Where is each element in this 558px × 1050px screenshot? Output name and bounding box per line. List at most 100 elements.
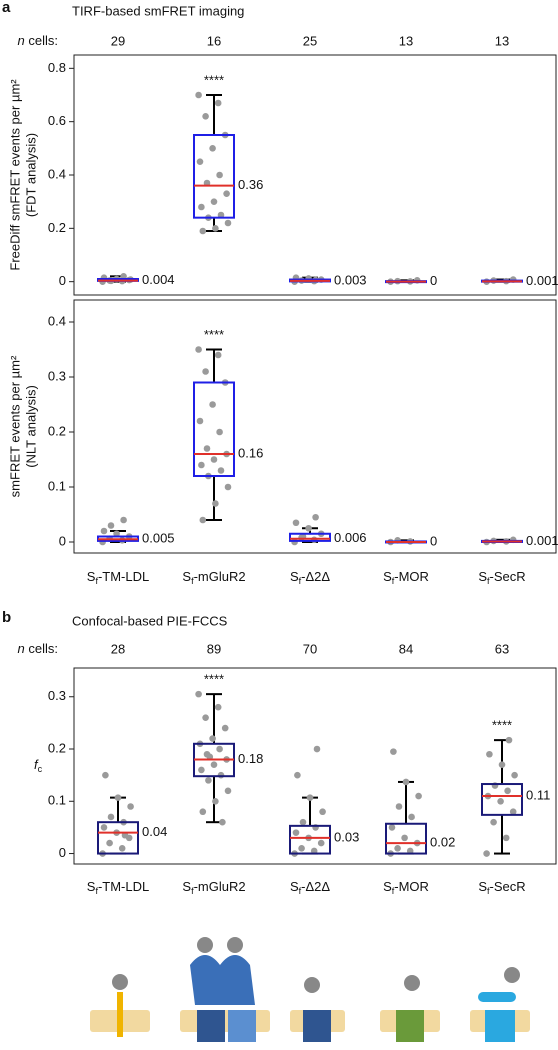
data-point [319,808,326,816]
y-axis-label: smFRET events per µm² [7,355,22,497]
data-point [511,771,518,779]
n-cells: 63 [495,641,509,656]
median-label: 0.001 [526,273,558,288]
n-cells: 28 [111,641,125,656]
box-group: 0.001 [481,273,558,288]
median-label: 0 [430,273,437,288]
panel-title: TIRF-based smFRET imaging [72,3,244,18]
median-label: 0.18 [238,751,263,766]
data-point [490,818,497,826]
data-point [196,417,204,425]
data-point [195,346,202,353]
data-point [216,428,223,436]
panel-label: a [2,0,11,16]
median-label: 0.004 [142,272,175,287]
box-group: 0.003 [289,272,367,287]
data-point [212,797,219,805]
tag [304,977,320,993]
data-point [209,145,216,152]
data-point [107,522,115,529]
y-tick-label: 0.2 [48,423,66,438]
data-point [120,516,127,524]
data-point [310,536,318,544]
data-point [214,99,222,107]
data-point [395,803,403,810]
data-point [497,797,504,805]
data-point [100,824,108,831]
data-point [198,203,205,211]
n-cells: 89 [207,641,221,656]
data-point [198,461,205,469]
data-point [317,839,325,847]
mglur2-domain [190,955,255,1005]
receptor-cartoons [90,937,530,1042]
x-tick-label: Sf-TM-LDL [87,569,149,586]
data-point [203,445,211,452]
data-point [199,808,207,816]
data-point [210,198,218,205]
box-group: 0.006 [289,513,367,546]
median-label: 0.001 [526,533,558,548]
significance: **** [492,718,512,733]
data-point [224,787,232,795]
box [385,822,427,855]
x-tick-label: Sf-TM-LDL [87,879,149,896]
y-tick-label: 0.2 [48,220,66,235]
x-tick-label: Sf-MOR [383,569,429,586]
data-point [214,703,222,711]
data-point [388,824,396,831]
data-point [102,771,109,779]
n-cells: 25 [303,33,317,48]
median-label: 0.36 [238,177,263,192]
box-group: 0.004 [97,272,175,287]
tm-bundle [303,1010,331,1042]
data-point [107,813,115,821]
data-point [199,227,207,235]
tag [112,974,128,990]
y-tick-label: 0.1 [48,793,66,808]
y-axis-label: FreeDiff smFRET events per µm² [7,79,22,271]
data-point [205,777,212,784]
n-cells: 84 [399,641,413,656]
data-point [394,845,401,852]
y-tick-label: 0.4 [48,313,66,328]
data-point [221,724,229,732]
y-tick-label: 0.1 [48,478,66,493]
plot-frame [73,667,557,865]
data-point [299,818,307,826]
y-tick-label: 0 [59,273,66,288]
plot-frame [73,54,557,296]
data-point [224,219,232,227]
box [289,824,331,855]
data-point [402,778,410,786]
data-point [312,513,319,521]
data-point [198,766,205,774]
box-group: 0 [385,533,437,548]
data-point [199,516,207,524]
box [193,381,235,477]
data-point [217,467,225,474]
median-label: 0.005 [142,531,175,546]
box-group: 0.04 [97,771,167,857]
data-point [408,813,415,821]
median-label: 0.006 [334,530,367,545]
data-point [212,225,219,232]
median-label: 0.03 [334,829,359,844]
data-point [216,171,223,179]
tag [504,967,520,983]
x-tick-label: Sf-SecR [478,879,525,896]
box-group: 0.02 [385,748,455,857]
panel-title: Confocal-based PIE-FCCS [72,613,228,628]
median-label: 0.11 [526,787,550,802]
y-tick-label: 0.6 [48,113,66,128]
data-point [100,527,108,535]
y-tick-label: 0.2 [48,740,66,755]
tm-bundle [228,1010,256,1042]
tm-bundle [396,1010,424,1042]
data-point [209,401,216,408]
tag [197,937,213,953]
n-cells-label: n cells: [18,33,58,48]
n-cells-label: n cells: [18,641,58,656]
data-point [195,91,202,99]
